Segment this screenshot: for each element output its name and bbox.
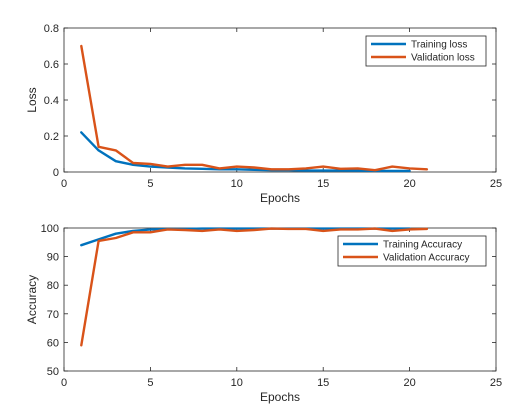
chart1-legend-box xyxy=(365,35,487,67)
chart2-y-axis-label: Accuracy xyxy=(25,275,39,324)
chart1-x-tick-label: 5 xyxy=(147,178,153,190)
chart1-legend-label-2: Validation loss xyxy=(411,53,475,64)
chart2-legend-label-2: Validation Accuracy xyxy=(383,253,470,264)
chart1-y-tick-label: 0 xyxy=(53,167,59,179)
chart2-y-tick-label: 60 xyxy=(47,337,59,349)
chart2-y-tick-label: 70 xyxy=(47,309,59,321)
chart1-series-line-2 xyxy=(80,44,429,172)
chart2-legend-box xyxy=(337,235,487,267)
chart1-y-tick-label: 0.6 xyxy=(44,59,59,71)
chart2-x-tick-label: 25 xyxy=(490,377,502,389)
chart1-legend-label-1: Training loss xyxy=(411,40,467,51)
chart2-x-tick-label: 20 xyxy=(403,377,415,389)
chart1-y-axis-label: Loss xyxy=(25,87,39,112)
chart1-y-tick-label: 0.8 xyxy=(44,23,59,35)
chart2-y-tick-label: 80 xyxy=(47,280,59,292)
chart2-series-line-2 xyxy=(80,227,429,347)
chart1-y-tick-label: 0.2 xyxy=(44,131,59,143)
chart1-x-tick-label: 25 xyxy=(490,178,502,190)
chart1-series-line-1 xyxy=(80,131,411,173)
chart2-x-axis-label: Epochs xyxy=(260,390,300,404)
chart2-x-tick-label: 0 xyxy=(61,377,67,389)
chart2-x-tick-label: 10 xyxy=(231,377,243,389)
chart2-y-tick-label: 100 xyxy=(41,223,59,235)
chart1-x-tick-label: 10 xyxy=(231,178,243,190)
chart2-x-tick-label: 15 xyxy=(317,377,329,389)
chart1-x-tick-label: 15 xyxy=(317,178,329,190)
chart1-x-tick-label: 20 xyxy=(403,178,415,190)
chart1-x-axis-label: Epochs xyxy=(260,191,300,205)
chart2-y-tick-label: 90 xyxy=(47,252,59,264)
chart2-legend-label-1: Training Accuracy xyxy=(383,240,462,251)
chart1-y-tick-label: 0.4 xyxy=(44,95,59,107)
chart2-x-tick-label: 5 xyxy=(147,377,153,389)
chart1-x-tick-label: 0 xyxy=(61,178,67,190)
chart2-y-tick-label: 50 xyxy=(47,366,59,378)
